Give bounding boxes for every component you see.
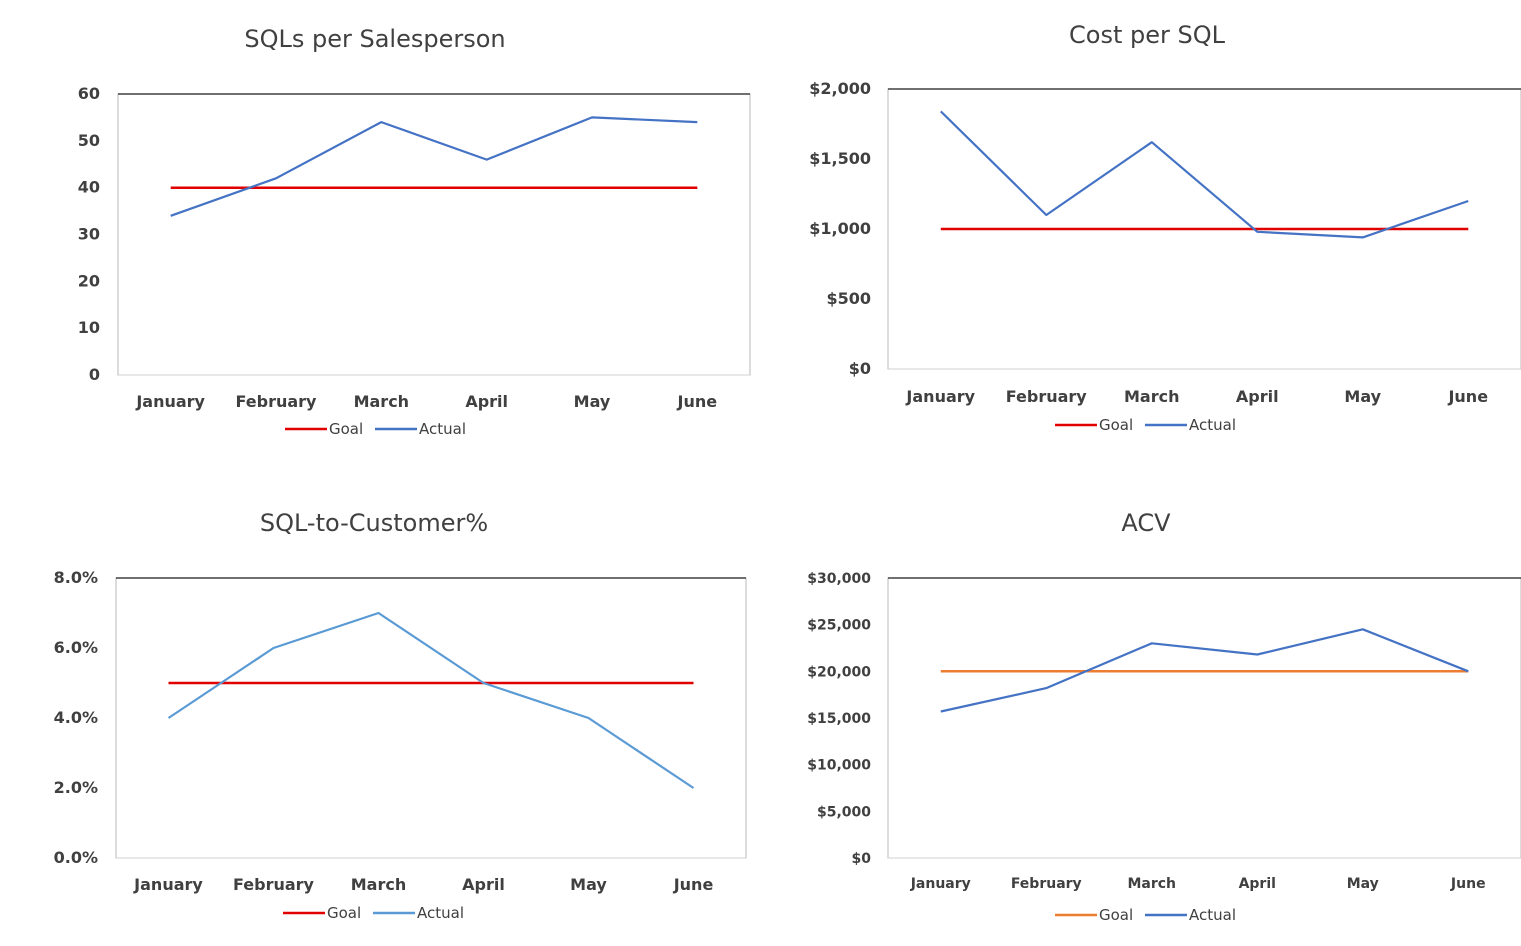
legend: Goal Actual [283,904,464,922]
x-tick-label: March [1124,387,1179,406]
x-tick-label: February [1011,876,1082,892]
y-tick-label: 0 [89,365,100,384]
legend-label-goal: Goal [329,420,363,438]
y-tick-label: 8.0% [54,568,98,587]
legend-label-goal: Goal [1099,906,1133,924]
y-tick-label: $15,000 [807,711,871,727]
y-tick-label: $1,000 [809,219,871,238]
series-line-actual [167,611,695,789]
plot-area [887,577,1521,859]
x-tick-label: June [673,875,714,894]
legend-label-actual: Actual [419,420,466,438]
chart-title: Cost per SQL [1069,21,1226,49]
x-tick-label: May [570,875,607,894]
x-tick-label: January [910,876,971,892]
legend-label-goal: Goal [1099,416,1133,434]
legend: Goal Actual [1055,416,1236,434]
y-tick-label: 60 [78,84,100,103]
legend-label-actual: Actual [1189,906,1236,924]
y-tick-label: $1,500 [809,149,871,168]
y-tick-label: $2,000 [809,79,871,98]
y-tick-label: 4.0% [54,708,98,727]
legend-label-goal: Goal [327,904,361,922]
chart-sqls-per-salesperson: SQLs per Salesperson 0 10 20 30 40 50 60 January… [78,25,751,438]
x-tick-label: February [233,875,315,894]
x-tick-label: June [1450,876,1486,892]
x-tick-label: May [1347,876,1379,892]
y-tick-label: 10 [78,318,100,337]
chart-title: SQLs per Salesperson [244,25,505,53]
x-tick-label: June [677,392,718,411]
series-line-actual [170,116,698,217]
x-tick-label: April [1239,876,1276,892]
x-tick-label: March [351,875,406,894]
x-tick-label: April [1236,387,1279,406]
y-tick-label: $25,000 [807,618,871,634]
chart-sql-to-customer: SQL-to-Customer% 0.0% 2.0% 4.0% 6.0% 8.0% Janu… [54,509,747,922]
chart-title: SQL-to-Customer% [260,509,488,537]
y-tick-label: 50 [78,131,100,150]
series-line-actual [940,110,1469,239]
y-tick-label: $500 [826,289,871,308]
y-tick-label: $0 [852,851,872,867]
legend-label-actual: Actual [417,904,464,922]
chart-acv: ACV $0 $5,000 $10,000 $15,000 $20,000 $25,000 $… [807,509,1521,924]
series-line-actual [940,628,1469,713]
x-tick-label: June [1447,387,1488,406]
x-tick-label: May [1344,387,1381,406]
y-tick-label: 40 [78,178,100,197]
y-tick-label: 6.0% [54,638,98,657]
y-tick-label: 0.0% [54,848,98,867]
y-tick-label: $10,000 [807,758,871,774]
x-tick-label: April [465,392,508,411]
x-tick-label: January [905,387,975,406]
x-tick-label: April [462,875,505,894]
plot-area [117,93,751,376]
y-tick-label: $0 [849,359,871,378]
y-tick-label: $20,000 [807,664,871,680]
y-tick-label: $5,000 [817,804,871,820]
plot-area [115,577,747,859]
x-tick-label: March [354,392,409,411]
y-tick-label: 20 [78,271,100,290]
y-tick-label: $30,000 [807,571,871,587]
x-tick-label: February [236,392,318,411]
x-tick-label: January [135,392,205,411]
chart-cost-per-sql: Cost per SQL $0 $500 $1,000 $1,500 $2,000 Janu… [809,21,1521,434]
legend-label-actual: Actual [1189,416,1236,434]
x-tick-label: February [1006,387,1088,406]
y-tick-label: 30 [78,225,100,244]
legend: Goal Actual [285,420,466,438]
x-tick-label: January [133,875,203,894]
y-tick-label: 2.0% [54,778,98,797]
legend: Goal Actual [1055,906,1236,924]
x-tick-label: March [1127,876,1176,892]
chart-title: ACV [1121,509,1171,537]
x-tick-label: May [574,392,611,411]
